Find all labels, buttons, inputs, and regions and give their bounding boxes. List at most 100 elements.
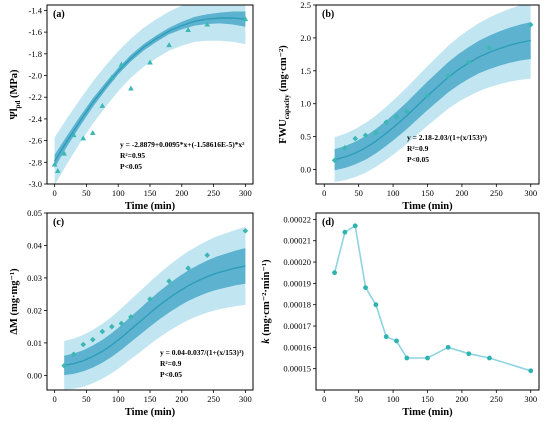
- plot-area-d: [332, 223, 534, 374]
- prediction-band-a: [54, 5, 246, 184]
- y-tick-label: 0.00016: [283, 342, 311, 352]
- x-tick-label: 300: [524, 188, 537, 198]
- x-axis-label-a: Time (min): [125, 201, 176, 212]
- data-point: [118, 320, 125, 327]
- data-point: [166, 42, 172, 48]
- data-point: [89, 130, 96, 136]
- x-tick-label: 300: [239, 394, 252, 404]
- y-tick-label: -2.4: [29, 114, 43, 124]
- data-point: [109, 74, 115, 80]
- y-tick-label: -2.6: [29, 136, 42, 146]
- data-point: [383, 334, 389, 340]
- data-point: [465, 59, 472, 66]
- data-point: [373, 129, 379, 136]
- data-point: [445, 344, 451, 350]
- data-point: [362, 132, 369, 139]
- data-point: [404, 108, 410, 115]
- data-point: [55, 167, 61, 173]
- panel-c: 0 50 100 150 200 250 300 0.00 0.01 0.02 0.03 0.04 0.…: [9, 208, 254, 418]
- data-point: [242, 16, 249, 22]
- y-axis-label-sub: pd: [14, 101, 22, 109]
- data-point: [527, 21, 534, 28]
- x-tick-label: 50: [82, 394, 91, 404]
- x-tick-label: 250: [207, 394, 220, 404]
- data-point: [242, 228, 249, 234]
- x-tick-label: 150: [144, 188, 157, 198]
- plot-area-b: [331, 5, 534, 182]
- x-tick-label: 0: [53, 394, 57, 404]
- data-point: [486, 44, 493, 51]
- y-tick-label: 0.00017: [283, 321, 311, 331]
- y-tick-label: 0.00020: [283, 257, 311, 267]
- y-axis-label-d: k (mg·cm⁻²·min⁻¹): [261, 259, 272, 344]
- regression-annotation-line: P<0.05: [407, 155, 429, 164]
- y-axis-label-b: FWUcapacity (mg·cm⁻²): [278, 45, 291, 144]
- x-tick-label: 300: [524, 394, 537, 404]
- data-point: [70, 132, 77, 138]
- y-axis-label-main: k: [261, 338, 272, 344]
- plot-area-c: [61, 227, 249, 390]
- y-axis-label-a: Ψlpd (MPa): [9, 69, 22, 120]
- data-point: [424, 93, 431, 99]
- data-point: [373, 302, 379, 308]
- panel-d: 0 50 100 150 200 250 300 0.00015 0.00016 0.00017 0…: [261, 212, 540, 418]
- data-point: [352, 223, 358, 229]
- x-tick-label: 250: [490, 394, 503, 404]
- y-axis-label-unit: (mg·mg⁻¹): [9, 268, 20, 318]
- fit-line-b: [334, 39, 531, 161]
- x-tick-label: 200: [456, 394, 469, 404]
- x-tick-label: 0: [53, 188, 57, 198]
- data-point: [331, 157, 338, 164]
- data-point: [70, 351, 77, 358]
- y-tick-label: 0.00022: [283, 214, 311, 224]
- data-point: [332, 270, 337, 276]
- x-tick-label: 100: [387, 394, 400, 404]
- data-point: [61, 150, 67, 156]
- y-tick-label: -1.4: [29, 5, 43, 15]
- data-point: [466, 351, 472, 357]
- data-point: [80, 341, 87, 348]
- data-point: [99, 328, 106, 335]
- data-point: [394, 338, 399, 344]
- y-tick-label: 0.01: [27, 338, 42, 348]
- data-point: [128, 314, 134, 320]
- y-tick-label: -2.8: [29, 157, 42, 167]
- y-tick-label: 0.05: [27, 208, 42, 218]
- x-tick-label: 250: [490, 188, 503, 198]
- y-tick-label: 0.00018: [283, 300, 311, 310]
- x-axis-label-d: Time (min): [402, 407, 453, 418]
- y-tick-label: 0.02: [27, 305, 42, 315]
- data-point: [185, 265, 191, 272]
- panel-label-a: (a): [53, 9, 65, 20]
- y-axis-label-main: ΔM: [9, 318, 20, 335]
- data-point: [352, 135, 359, 142]
- y-tick-label: 0.00021: [283, 236, 311, 246]
- y-axis-label-main: FWU: [278, 119, 289, 144]
- x-tick-label: 50: [82, 188, 91, 198]
- x-tick-label: 200: [175, 188, 188, 198]
- panel-label-d: (d): [322, 217, 334, 228]
- plot-area-a: [51, 5, 249, 184]
- y-tick-label: 1.0: [300, 99, 311, 109]
- data-point: [425, 355, 430, 361]
- y-axis-label-unit: (mg·cm⁻²): [278, 45, 289, 95]
- regression-annotation-line: P<0.05: [120, 162, 142, 171]
- panel-b: 0 50 100 150 200 250 300 0.0 0.5 1.0 1.5 2.0 2.5 (b) T…: [278, 0, 540, 212]
- data-point: [185, 26, 191, 32]
- data-point: [204, 252, 211, 259]
- x-tick-label: 150: [421, 394, 434, 404]
- confidence-band-b: [334, 22, 531, 171]
- data-point: [404, 355, 410, 361]
- x-tick-label: 100: [112, 394, 125, 404]
- data-point: [342, 145, 348, 151]
- x-tick-label: 150: [144, 394, 157, 404]
- x-tick-label: 150: [421, 188, 434, 198]
- y-tick-label: 0.00015: [283, 364, 311, 374]
- x-tick-label: 50: [354, 188, 363, 198]
- data-point: [109, 323, 115, 330]
- data-point: [147, 59, 153, 65]
- regression-annotation-line: R²=0.9: [160, 359, 182, 368]
- y-tick-label: 0.0: [300, 165, 311, 175]
